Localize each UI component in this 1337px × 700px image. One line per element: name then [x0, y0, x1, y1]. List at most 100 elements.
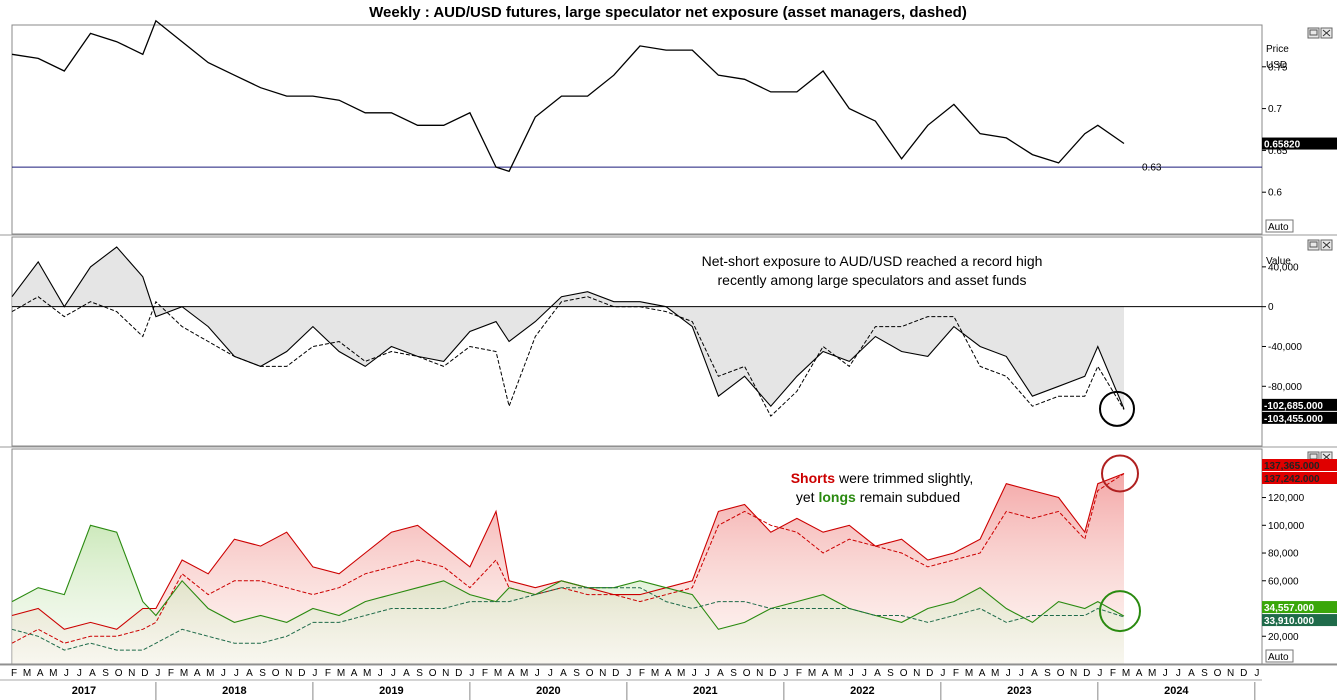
month-label: F	[796, 668, 802, 679]
month-label: M	[49, 668, 57, 679]
shorts-last-value-badge	[1262, 459, 1337, 471]
month-label: A	[1031, 668, 1038, 679]
month-label: A	[1188, 668, 1195, 679]
net-axis-tick-label: -80,000	[1268, 382, 1302, 393]
price-axis-tick-label: 0.75	[1268, 62, 1288, 73]
month-label: A	[89, 668, 96, 679]
short-asset-line	[11, 473, 1125, 644]
year-label: 2017	[72, 685, 96, 697]
annotation-text-1: were trimmed slightly,	[835, 470, 973, 486]
price-auto-label: Auto	[1268, 222, 1289, 233]
year-label: 2021	[693, 685, 717, 697]
price-panel: 0.6 0.65 0.7 0.75 Price USD 0.63 0.65820 Auto	[11, 19, 1337, 233]
price-axis-title: Price	[1266, 44, 1289, 55]
month-label: M	[677, 668, 685, 679]
pos-axis-tick-label: 20,000	[1268, 632, 1299, 643]
month-label: S	[102, 668, 109, 679]
month-label: A	[560, 668, 567, 679]
month-label: D	[1083, 668, 1090, 679]
minimize-icon[interactable]	[1307, 239, 1320, 251]
month-label: A	[508, 668, 515, 679]
annotation-text-2: yet	[796, 489, 819, 505]
month-label: S	[573, 668, 580, 679]
month-label: A	[403, 668, 410, 679]
month-label: J	[221, 668, 226, 679]
longs-highlight-circle	[1099, 590, 1141, 633]
month-label: J	[469, 668, 474, 679]
net-axis-tick-label: -40,000	[1268, 342, 1302, 353]
pos-axis-tick-label: 120,000	[1268, 493, 1305, 504]
net-axis-tick-label: 40,000	[1268, 262, 1299, 273]
positions-panel: 20,00040,00060,00080,000100,000120,00013…	[11, 454, 1337, 664]
longs-area-fill	[12, 525, 1124, 664]
price-auto-button[interactable]	[1265, 219, 1294, 233]
price-axis-tick-label: 0.7	[1268, 104, 1282, 115]
longs-asset-last-value-label: 33,910.000	[1264, 616, 1314, 627]
month-label: J	[1006, 668, 1011, 679]
pos-axis-tick-label: 60,000	[1268, 576, 1299, 587]
month-label: J	[626, 668, 631, 679]
month-label: M	[206, 668, 214, 679]
close-icon[interactable]	[1320, 27, 1333, 39]
shorts-last-value-label: 137,365.000	[1264, 461, 1320, 472]
net-highlight-circle	[1099, 390, 1135, 427]
month-label: M	[494, 668, 502, 679]
year-label: 2022	[850, 685, 874, 697]
minimize-icon[interactable]	[1307, 27, 1320, 39]
month-label: A	[874, 668, 881, 679]
month-label: A	[822, 668, 829, 679]
month-label: O	[743, 668, 751, 679]
net-area-fill	[12, 247, 1124, 409]
net-line	[11, 246, 1125, 410]
price-axis-tick-label: 0.6	[1268, 188, 1282, 199]
month-label: A	[979, 668, 986, 679]
month-label: D	[1240, 668, 1247, 679]
month-label: A	[351, 668, 358, 679]
month-label: D	[769, 668, 776, 679]
month-label: M	[180, 668, 188, 679]
long-line	[11, 524, 1125, 630]
month-label: M	[363, 668, 371, 679]
month-label: O	[586, 668, 594, 679]
longs-word: longs	[818, 489, 856, 505]
month-label: O	[272, 668, 280, 679]
month-label: J	[940, 668, 945, 679]
panel-border-1	[11, 24, 1263, 235]
month-label: S	[1201, 668, 1208, 679]
month-label: N	[756, 668, 763, 679]
month-label: O	[1057, 668, 1065, 679]
month-label: J	[155, 668, 160, 679]
positions-auto-button[interactable]	[1265, 649, 1294, 663]
month-label: D	[612, 668, 619, 679]
month-label: M	[651, 668, 659, 679]
positions-annotation-line2: yet longs remain subdued	[796, 489, 960, 505]
month-label: O	[900, 668, 908, 679]
month-label: A	[246, 668, 253, 679]
month-label: M	[1148, 668, 1156, 679]
close-icon[interactable]	[1320, 239, 1333, 251]
month-label: A	[194, 668, 201, 679]
longs-last-value-badge	[1262, 601, 1337, 614]
month-label: F	[1110, 668, 1116, 679]
price-last-value-label: 0.65820	[1264, 140, 1301, 151]
longs-last-value-label: 34,557.000	[1264, 603, 1314, 614]
month-label: N	[1070, 668, 1077, 679]
month-label: J	[705, 668, 710, 679]
price-line	[11, 19, 1125, 173]
month-label: D	[141, 668, 148, 679]
month-label: S	[887, 668, 894, 679]
year-label: 2018	[222, 685, 246, 697]
year-label: 2020	[536, 685, 560, 697]
month-label: J	[234, 668, 239, 679]
month-label: J	[1019, 668, 1024, 679]
price-axis-tick-label: 0.65	[1268, 146, 1288, 157]
month-label: J	[535, 668, 540, 679]
panel-frames	[0, 24, 1337, 666]
net-annotation-line2: recently among large speculators and ass…	[718, 272, 1027, 288]
shorts-word: Shorts	[791, 470, 836, 486]
month-label: J	[1176, 668, 1181, 679]
month-label: J	[312, 668, 317, 679]
month-label: D	[455, 668, 462, 679]
